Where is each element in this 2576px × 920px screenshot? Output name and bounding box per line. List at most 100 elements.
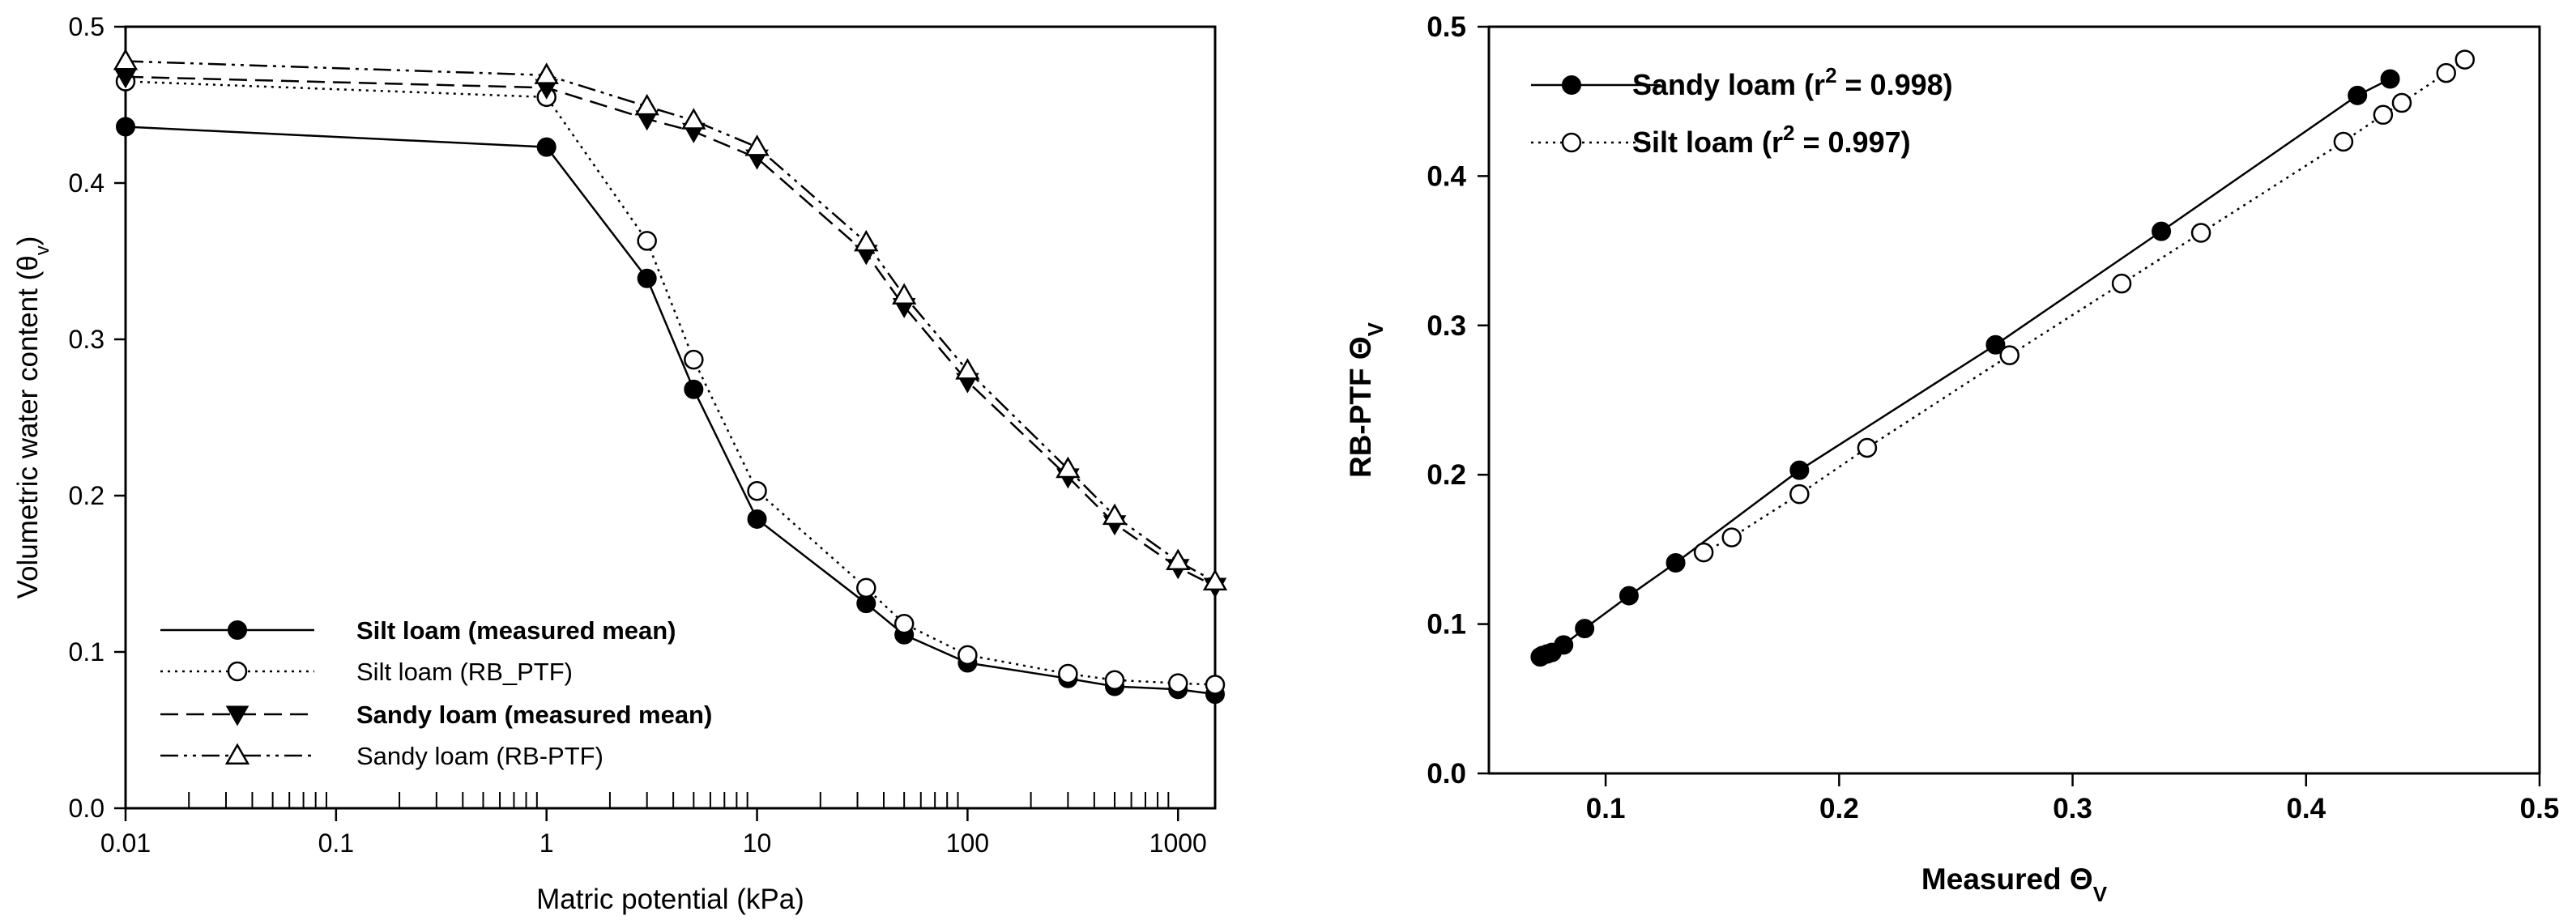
- legend-label-main: Silt loam (r: [1632, 126, 1783, 159]
- data-point: [2454, 49, 2476, 70]
- data-point: [637, 231, 657, 251]
- y-axis-label-close: ): [12, 236, 44, 246]
- legend-label-end: = 0.997): [1795, 126, 1911, 159]
- data-point: [747, 509, 767, 529]
- data-point: [1857, 437, 1878, 458]
- data-point: [2348, 85, 2368, 105]
- series-sandy-loam-rb-ptf: [113, 48, 1228, 591]
- legend-label-end: = 0.998): [1837, 68, 1953, 101]
- legend-marker: [1561, 132, 1582, 153]
- data-point: [955, 358, 980, 380]
- series-silt-loam-r-0-997: [1693, 49, 2476, 563]
- data-point: [116, 117, 135, 137]
- legend: Silt loam (measured mean) Silt loam (RB_P…: [160, 616, 712, 770]
- legend-label: Sandy loam (r2 = 0.998): [1632, 63, 1953, 101]
- legend-label-main: Sandy loam (r: [1632, 68, 1825, 101]
- data-point: [1619, 586, 1639, 606]
- data-point: [1554, 635, 1574, 655]
- legend-label-sup: 2: [1825, 63, 1836, 87]
- legend-marker: [227, 661, 248, 682]
- plot-frame: [1487, 25, 2541, 775]
- legend-marker: [225, 705, 249, 726]
- data-point: [1789, 483, 1810, 505]
- legend-label: Silt loam (measured mean): [356, 616, 676, 645]
- data-point: [957, 645, 978, 666]
- x-tick-label: 1: [540, 828, 554, 858]
- y-tick-label: 0.2: [69, 481, 104, 510]
- x-tick-label: 0.1: [1586, 793, 1626, 824]
- data-point: [1721, 527, 1742, 547]
- data-point: [2333, 131, 2354, 152]
- legend-label: Sandy loam (RB-PTF): [356, 742, 603, 770]
- x-tick-label: 0.5: [2520, 793, 2560, 824]
- y-tick-label: 0.2: [1427, 459, 1466, 491]
- series-line: [1539, 78, 2391, 658]
- data-point: [1166, 548, 1191, 571]
- y-tick-label: 0.1: [69, 637, 104, 667]
- data-point: [856, 577, 876, 598]
- data-point: [2380, 69, 2400, 89]
- data-point: [684, 349, 704, 370]
- data-point: [1205, 675, 1226, 695]
- y-axis-label: Volumetric water content (θv): [12, 236, 53, 599]
- data-point: [2436, 62, 2456, 83]
- x-tick-label: 1000: [1149, 828, 1207, 858]
- x-axis-label: Measured ΘV: [1921, 862, 2108, 906]
- legend-label: Silt loam (r2 = 0.997): [1632, 121, 1911, 159]
- series-line: [125, 75, 1216, 588]
- series-sandy-loam-r-0-998: [1530, 69, 2400, 667]
- data-point: [634, 93, 659, 116]
- legend-marker: [224, 743, 250, 765]
- legend: Sandy loam (r2 = 0.998)Silt loam (r2 = 0…: [1531, 63, 1953, 159]
- x-tick-label: 0.2: [1819, 793, 1859, 824]
- x-axis-label-sub: V: [2093, 882, 2108, 906]
- y-tick-label: 0.1: [1427, 609, 1466, 641]
- y-axis-label-sub: V: [1363, 322, 1388, 336]
- data-point: [1999, 345, 2019, 365]
- legend-label: Silt loam (RB_PTF): [356, 658, 573, 686]
- data-point: [1693, 542, 1714, 563]
- series-line: [125, 60, 1216, 583]
- data-point: [113, 48, 139, 70]
- data-point: [854, 229, 879, 252]
- y-tick-label: 0.5: [69, 12, 104, 41]
- y-axis-label-sub: v: [32, 245, 53, 255]
- data-point: [1575, 619, 1595, 639]
- legend-label-sup: 2: [1783, 121, 1794, 145]
- y-tick-label: 0.5: [1427, 11, 1466, 43]
- series-line: [125, 126, 1216, 696]
- x-axis-label-main: Measured Θ: [1921, 862, 2093, 896]
- y-axis-label: RB-PTF ΘV: [1344, 322, 1388, 478]
- data-point: [893, 614, 915, 634]
- y-tick-label: 0.0: [69, 794, 104, 823]
- data-point: [2373, 104, 2394, 126]
- data-point: [747, 480, 767, 501]
- data-point: [2190, 223, 2211, 243]
- y-tick-label: 0.4: [1427, 160, 1466, 192]
- y-axis-label-main: Volumetric water content (θ: [12, 255, 44, 598]
- data-point: [1056, 456, 1081, 479]
- y-tick-label: 0.3: [69, 325, 104, 354]
- series-line: [125, 80, 1216, 686]
- data-point: [1104, 670, 1125, 690]
- data-point: [1985, 334, 2006, 355]
- legend-label: Sandy loam (measured mean): [356, 701, 712, 729]
- x-tick-label: 0.01: [100, 828, 151, 858]
- data-point: [2152, 221, 2172, 241]
- measured-vs-predicted-chart: 0.0 0.1 0.2 0.3 0.4 0.5 0.1 0.2 0.3 0.4 0.5 Measure…: [1344, 11, 2559, 906]
- plot-frame: [124, 25, 1217, 810]
- data-point: [892, 283, 917, 305]
- legend-marker: [228, 620, 247, 640]
- data-point: [637, 268, 657, 288]
- data-point: [1102, 503, 1128, 526]
- water-retention-chart: 0.0 0.1 0.2 0.3 0.4 0.5 0.01 0.1 1 10 100 1000 Matri…: [12, 12, 1228, 915]
- data-point: [1789, 460, 1810, 480]
- data-point: [1202, 569, 1228, 591]
- legend-marker: [1562, 75, 1581, 95]
- data-point: [1167, 673, 1188, 693]
- data-point: [536, 137, 557, 157]
- data-point: [2391, 92, 2412, 113]
- series-silt-loam-measured-mean: [116, 117, 1225, 705]
- x-tick-label: 100: [946, 828, 989, 858]
